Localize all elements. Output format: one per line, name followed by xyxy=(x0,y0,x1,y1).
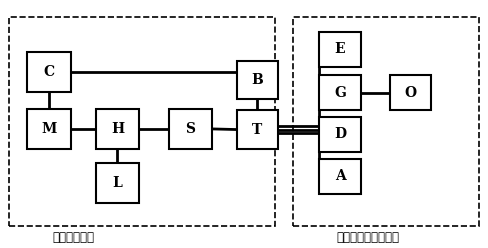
FancyBboxPatch shape xyxy=(96,109,140,149)
FancyBboxPatch shape xyxy=(237,110,278,149)
Text: G: G xyxy=(334,86,346,99)
Text: S: S xyxy=(185,122,196,136)
FancyBboxPatch shape xyxy=(168,109,212,149)
Text: D: D xyxy=(334,127,346,141)
FancyBboxPatch shape xyxy=(27,109,71,149)
Text: H: H xyxy=(111,122,124,136)
Text: C: C xyxy=(44,65,55,79)
Text: 自动生弧模块: 自动生弧模块 xyxy=(53,231,95,245)
FancyBboxPatch shape xyxy=(237,61,278,99)
Text: L: L xyxy=(113,176,122,190)
Text: A: A xyxy=(335,169,346,184)
Text: 特征分析与测试模块: 特征分析与测试模块 xyxy=(337,231,400,245)
FancyBboxPatch shape xyxy=(320,75,361,110)
Text: M: M xyxy=(41,122,57,136)
FancyBboxPatch shape xyxy=(96,163,140,203)
FancyBboxPatch shape xyxy=(320,117,361,152)
Text: T: T xyxy=(252,123,263,137)
Text: E: E xyxy=(335,42,346,56)
FancyBboxPatch shape xyxy=(320,31,361,67)
Text: B: B xyxy=(251,73,263,87)
Text: O: O xyxy=(405,86,417,99)
FancyBboxPatch shape xyxy=(390,75,431,110)
FancyBboxPatch shape xyxy=(27,53,71,92)
FancyBboxPatch shape xyxy=(320,158,361,194)
